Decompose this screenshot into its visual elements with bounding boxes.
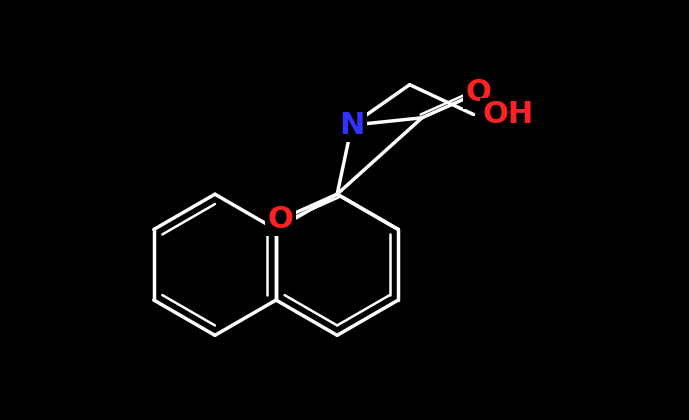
Text: N: N bbox=[339, 110, 364, 140]
Text: O: O bbox=[466, 78, 492, 107]
Text: O: O bbox=[267, 205, 294, 234]
Text: OH: OH bbox=[482, 100, 533, 129]
